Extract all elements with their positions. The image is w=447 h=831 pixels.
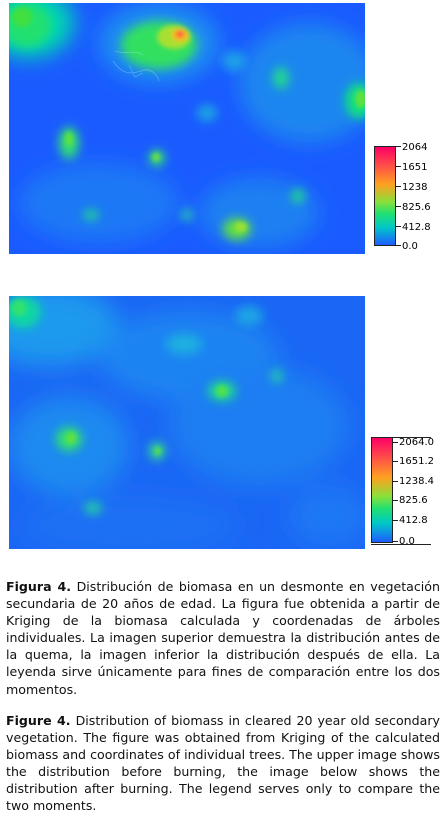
color-legend-bottom: 2064.0 1651.2 1238.4 825.6 412.8 0.0 xyxy=(371,437,447,547)
legend-label: 825.6 xyxy=(402,202,431,213)
caption-text: Distribución de biomasa en un desmonte e… xyxy=(6,579,440,697)
color-legend-top: 2064 1651 1238 825.6 412.8 0.0 xyxy=(374,142,444,252)
legend-label: 1238 xyxy=(402,182,428,193)
legend-label: 2064 xyxy=(402,142,428,153)
legend-label: 1238.4 xyxy=(399,476,434,487)
legend-label: 2064.0 xyxy=(399,437,434,448)
caption-label: Figura 4. xyxy=(6,579,72,594)
caption-label: Figure 4. xyxy=(6,713,71,728)
legend-color-bar xyxy=(371,437,393,543)
figure-caption-spanish: Figura 4. Distribución de biomasa en un … xyxy=(6,578,440,698)
legend-color-bar xyxy=(374,146,396,246)
legend-frame xyxy=(371,437,431,545)
legend-label: 0.0 xyxy=(402,241,418,252)
legend-label: 412.8 xyxy=(399,515,428,526)
legend-label: 1651.2 xyxy=(399,456,434,467)
caption-text: Distribution of biomass in cleared 20 ye… xyxy=(6,713,440,814)
biomass-map-after-burning xyxy=(9,296,365,549)
legend-label: 0.0 xyxy=(399,536,415,547)
legend-label: 412.8 xyxy=(402,222,431,233)
legend-label: 1651 xyxy=(402,162,428,173)
legend-label: 825.6 xyxy=(399,495,428,506)
biomass-map-before-burning xyxy=(9,3,365,254)
figure-caption-english: Figure 4. Distribution of biomass in cle… xyxy=(6,712,440,815)
